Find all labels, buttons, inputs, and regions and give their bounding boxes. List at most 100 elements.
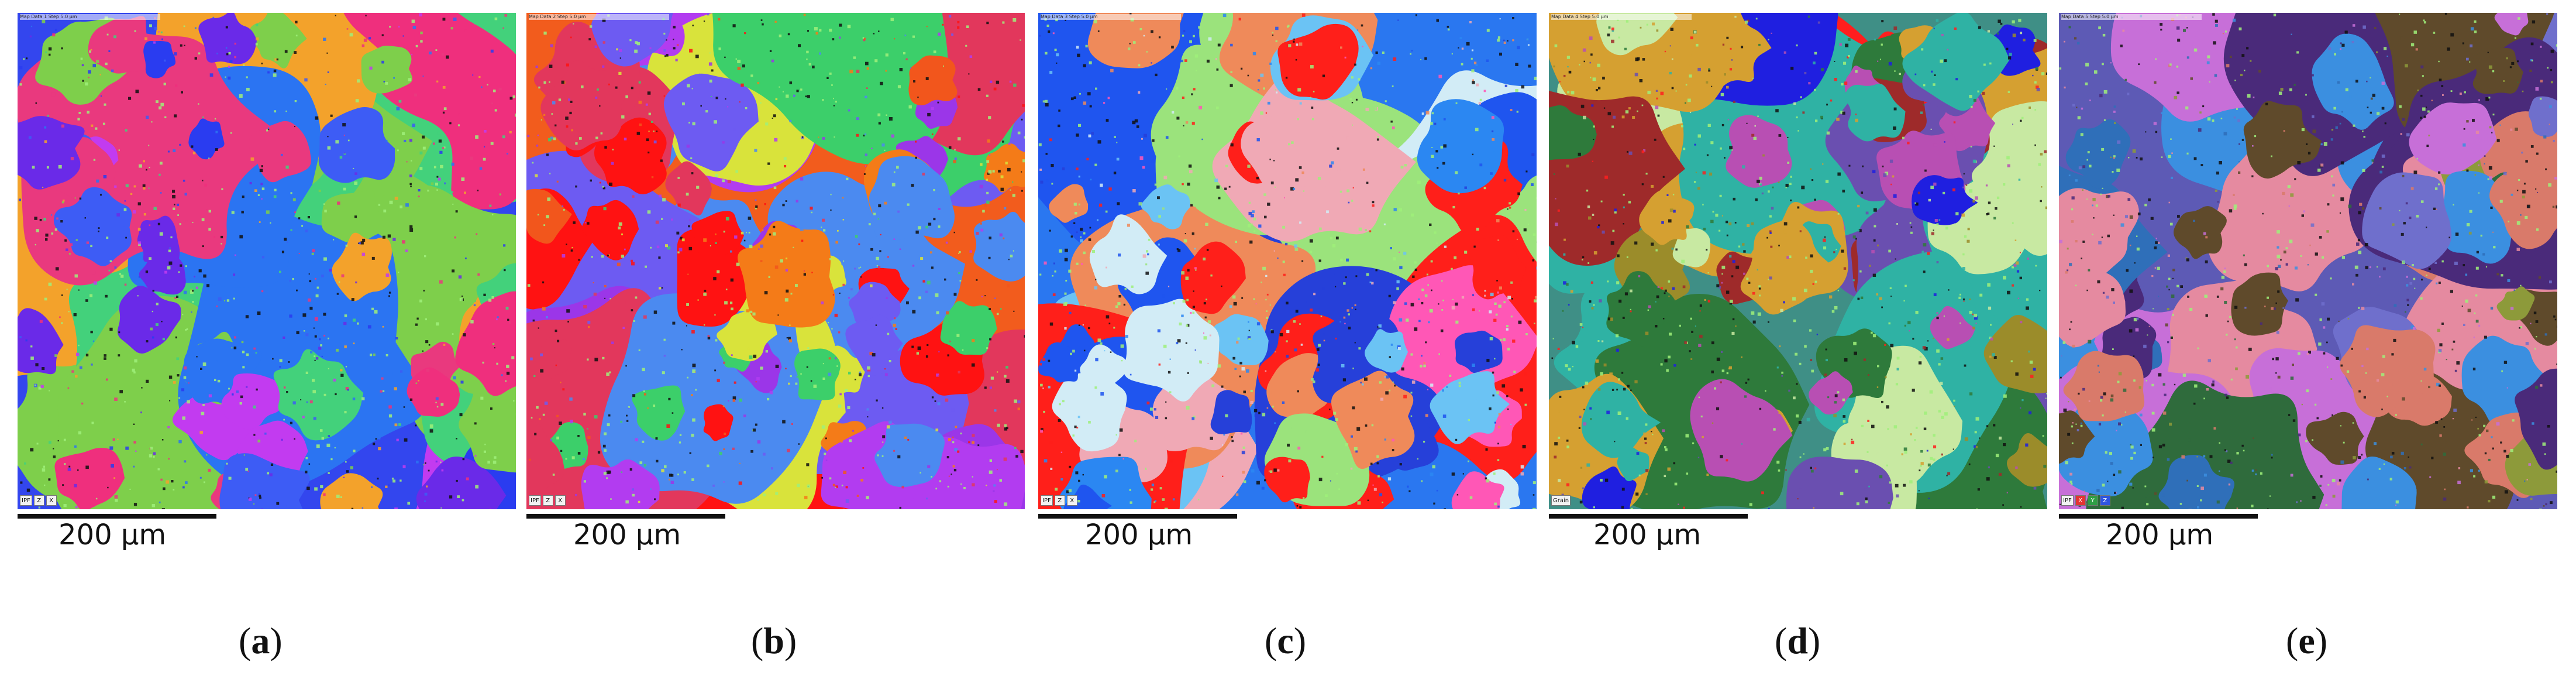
pixel-speckle	[634, 49, 638, 53]
pixel-speckle	[1948, 289, 1950, 291]
pixel-speckle	[1614, 211, 1617, 214]
pixel-speckle	[249, 181, 252, 184]
pixel-speckle	[1431, 147, 1433, 148]
pixel-speckle	[424, 492, 428, 496]
pixel-speckle	[2164, 393, 2167, 396]
pixel-speckle	[1632, 116, 1635, 119]
pixel-speckle	[2386, 396, 2388, 397]
pixel-speckle	[153, 41, 156, 44]
pixel-speckle	[2270, 387, 2272, 390]
pixel-speckle	[1852, 387, 1855, 390]
pixel-speckle	[1943, 315, 1945, 317]
pixel-speckle	[1972, 477, 1975, 481]
pixel-speckle	[1995, 454, 1999, 458]
pixel-speckle	[461, 177, 465, 181]
pixel-speckle	[1810, 168, 1812, 170]
pixel-speckle	[400, 332, 401, 334]
pixel-speckle	[687, 376, 688, 379]
pixel-speckle	[1502, 338, 1506, 341]
pixel-speckle	[1338, 488, 1341, 491]
pixel-speckle	[1187, 183, 1190, 186]
pixel-speckle	[2271, 457, 2273, 459]
pixel-speckle	[2196, 456, 2198, 458]
pixel-speckle	[435, 402, 437, 403]
pixel-speckle	[570, 36, 572, 39]
pixel-speckle	[1512, 17, 1514, 19]
pixel-speckle	[969, 55, 973, 58]
pixel-speckle	[184, 44, 185, 46]
pixel-speckle	[2113, 214, 2114, 216]
pixel-speckle	[2540, 132, 2543, 136]
pixel-speckle	[344, 152, 346, 154]
pixel-speckle	[1277, 257, 1279, 259]
pixel-speckle	[51, 232, 54, 235]
pixel-speckle	[1567, 66, 1569, 68]
pixel-speckle	[1697, 67, 1701, 71]
pixel-speckle	[2203, 455, 2206, 458]
pixel-speckle	[1616, 389, 1618, 391]
pixel-speckle	[1557, 209, 1560, 212]
pixel-speckle	[2230, 378, 2233, 380]
pixel-speckle	[1721, 351, 1723, 353]
pixel-speckle	[1411, 380, 1416, 384]
pixel-speckle	[1108, 187, 1112, 191]
pixel-speckle	[1499, 286, 1502, 290]
pixel-speckle	[2078, 166, 2082, 170]
pixel-speckle	[1451, 53, 1453, 55]
pixel-speckle	[552, 474, 555, 476]
pixel-speckle	[2238, 143, 2240, 145]
pixel-speckle	[2273, 13, 2277, 16]
pixel-speckle	[2353, 456, 2356, 459]
pixel-speckle	[2358, 456, 2361, 459]
pixel-speckle	[2206, 61, 2210, 64]
pixel-speckle	[2002, 504, 2004, 506]
pixel-speckle	[1497, 505, 1500, 508]
pixel-speckle	[2110, 62, 2112, 64]
pixel-speckle	[345, 461, 347, 463]
pixel-speckle	[1420, 365, 1423, 368]
pixel-speckle	[1372, 484, 1374, 486]
grain-small	[2312, 33, 2394, 130]
pixel-speckle	[2113, 111, 2116, 113]
pixel-speckle	[1266, 293, 1269, 296]
pixel-speckle	[540, 369, 544, 373]
pixel-speckle	[2520, 326, 2522, 329]
pixel-speckle	[153, 455, 155, 458]
pixel-speckle	[319, 338, 321, 341]
pixel-speckle	[206, 284, 210, 287]
pixel-speckle	[686, 303, 689, 306]
pixel-speckle	[692, 363, 696, 368]
pixel-speckle	[692, 369, 696, 373]
pixel-speckle	[2158, 296, 2160, 297]
pixel-speckle	[1651, 158, 1655, 161]
pixel-speckle	[1491, 116, 1494, 119]
pixel-speckle	[2549, 105, 2552, 108]
pixel-speckle	[1310, 65, 1314, 68]
pixel-speckle	[1924, 169, 1927, 172]
pixel-speckle	[1076, 231, 1078, 234]
pixel-speckle	[1608, 26, 1611, 29]
pixel-speckle	[314, 335, 317, 338]
pixel-speckle	[834, 314, 838, 317]
pixel-speckle	[1299, 102, 1302, 105]
pixel-speckle	[78, 112, 81, 114]
pixel-speckle	[1399, 208, 1402, 212]
pixel-speckle	[1855, 238, 1857, 240]
pixel-speckle	[1392, 126, 1395, 129]
pixel-speckle	[692, 122, 695, 126]
pixel-speckle	[202, 180, 204, 181]
pixel-speckle	[867, 368, 871, 372]
pixel-speckle	[1889, 33, 1891, 36]
pixel-speckle	[1834, 401, 1837, 404]
pixel-speckle	[987, 172, 990, 175]
pixel-speckle	[1368, 99, 1369, 101]
pixel-speckle	[1969, 189, 1973, 193]
pixel-speckle	[422, 350, 423, 352]
pixel-speckle	[276, 58, 278, 61]
pixel-speckle	[2382, 355, 2385, 358]
pixel-speckle	[185, 220, 188, 222]
pixel-speckle	[1876, 293, 1879, 296]
pixel-speckle	[686, 193, 689, 196]
pixel-speckle	[925, 498, 928, 500]
pixel-speckle	[1225, 164, 1228, 167]
